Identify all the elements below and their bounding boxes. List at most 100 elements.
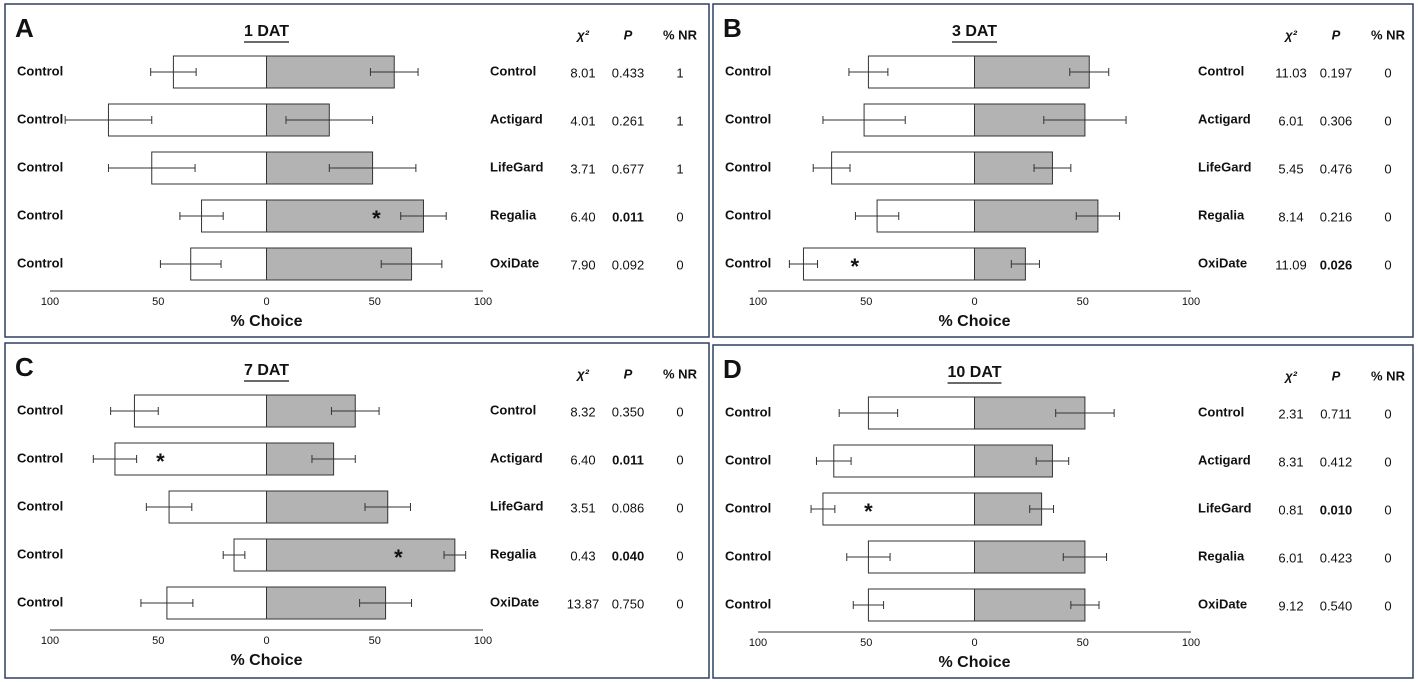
stats-header: P	[1332, 368, 1341, 383]
panel: D 10 DAT 100 50 0 50 100 % Choice χ² P % NR Control…	[712, 344, 1414, 679]
stats-cell: 6.01	[1278, 550, 1303, 565]
stats-cell: 0	[676, 500, 683, 515]
error-bar	[1075, 212, 1121, 220]
error-bar	[359, 599, 413, 607]
stats-cell: 0	[676, 596, 683, 611]
panel-border	[4, 3, 710, 338]
stats-cell: 0.412	[1320, 454, 1353, 469]
stats-header: χ²	[575, 366, 590, 381]
stats-cell: 6.40	[570, 452, 595, 467]
right-label: Actigard	[1198, 452, 1251, 467]
stats-header: P	[624, 27, 633, 42]
error-bar	[854, 212, 900, 220]
stats-cell: 0.216	[1320, 209, 1353, 224]
x-tick-label: 0	[971, 637, 977, 649]
significance-mark: *	[394, 545, 403, 570]
error-bar	[788, 260, 819, 268]
left-label: Control	[725, 548, 771, 563]
left-label: Control	[17, 450, 63, 465]
left-bar	[867, 588, 975, 622]
stats-cell: 0.423	[1320, 550, 1353, 565]
stats-cell: 0.476	[1320, 161, 1353, 176]
error-bar	[285, 116, 374, 124]
significance-mark: *	[850, 254, 859, 279]
stats-cell: 3.51	[570, 500, 595, 515]
error-bar	[1035, 457, 1070, 465]
x-tick-label: 50	[1077, 296, 1089, 308]
right-label: Regalia	[1198, 548, 1245, 563]
panel-letter: A	[15, 13, 34, 43]
left-label: Control	[17, 159, 63, 174]
left-label: Control	[725, 404, 771, 419]
stats-header: % NR	[1371, 27, 1406, 42]
stats-header: P	[1332, 27, 1341, 42]
error-bar	[92, 455, 138, 463]
stats-cell: 8.01	[570, 65, 595, 80]
stats-header: χ²	[1283, 368, 1298, 383]
error-bar	[179, 212, 224, 220]
stats-cell: 11.03	[1275, 65, 1307, 80]
right-label: OxiDate	[490, 255, 539, 270]
stats-cell: 1	[676, 65, 683, 80]
significance-mark: *	[156, 449, 165, 474]
left-bar	[114, 442, 267, 476]
left-bar	[802, 247, 975, 281]
right-label: OxiDate	[1198, 255, 1247, 270]
stats-cell: 0	[1384, 454, 1391, 469]
right-label: Control	[490, 63, 536, 78]
stats-cell: 0.086	[612, 500, 645, 515]
stats-cell: 0.011	[612, 209, 644, 224]
stats-cell: 0	[1384, 550, 1391, 565]
error-bar	[1055, 409, 1115, 417]
stats-cell: 0.010	[1320, 502, 1353, 517]
stats-cell: 0	[1384, 502, 1391, 517]
x-axis-label: % Choice	[230, 313, 302, 330]
x-tick-label: 100	[474, 635, 492, 647]
stats-cell: 6.01	[1278, 113, 1303, 128]
error-bar	[812, 164, 851, 172]
right-bar	[974, 588, 1086, 622]
panel-title: 1 DAT	[244, 23, 289, 40]
panel: B 3 DAT 100 50 0 50 100 % Choice χ² P % NR Control C…	[712, 3, 1414, 338]
x-tick-label: 100	[749, 637, 767, 649]
x-tick-label: 50	[152, 635, 164, 647]
stats-header: χ²	[1283, 27, 1298, 42]
stats-cell: 0	[1384, 209, 1391, 224]
stats-cell: 0.026	[1320, 257, 1353, 272]
stats-cell: 0.711	[1320, 406, 1352, 421]
right-label: Regalia	[490, 207, 537, 222]
x-axis-label: % Choice	[938, 654, 1010, 671]
error-bar	[1043, 116, 1127, 124]
stats-header: % NR	[663, 27, 698, 42]
left-label: Control	[17, 111, 63, 126]
error-bar	[822, 116, 906, 124]
stats-cell: 0	[676, 452, 683, 467]
error-bar	[810, 505, 836, 513]
left-label: Control	[725, 207, 771, 222]
stats-cell: 11.09	[1275, 257, 1307, 272]
error-bar	[140, 599, 194, 607]
panel-border	[712, 3, 1414, 338]
error-bar	[848, 68, 889, 76]
stats-cell: 0.011	[612, 452, 644, 467]
x-tick-label: 100	[749, 296, 767, 308]
stats-cell: 8.14	[1278, 209, 1303, 224]
right-label: Control	[1198, 63, 1244, 78]
right-label: LifeGard	[490, 498, 544, 513]
stats-cell: 0	[676, 209, 683, 224]
error-bar	[1033, 164, 1072, 172]
stats-cell: 4.01	[570, 113, 595, 128]
x-axis-label: % Choice	[230, 652, 302, 669]
left-label: Control	[725, 500, 771, 515]
right-label: LifeGard	[490, 159, 544, 174]
x-tick-label: 50	[369, 635, 381, 647]
error-bar	[328, 164, 417, 172]
stats-cell: 0	[676, 548, 683, 563]
right-label: Regalia	[490, 546, 537, 561]
left-label: Control	[725, 596, 771, 611]
panel-letter: B	[723, 13, 742, 43]
right-bar	[266, 199, 424, 233]
stats-cell: 5.45	[1278, 161, 1303, 176]
stats-cell: 0	[1384, 257, 1391, 272]
